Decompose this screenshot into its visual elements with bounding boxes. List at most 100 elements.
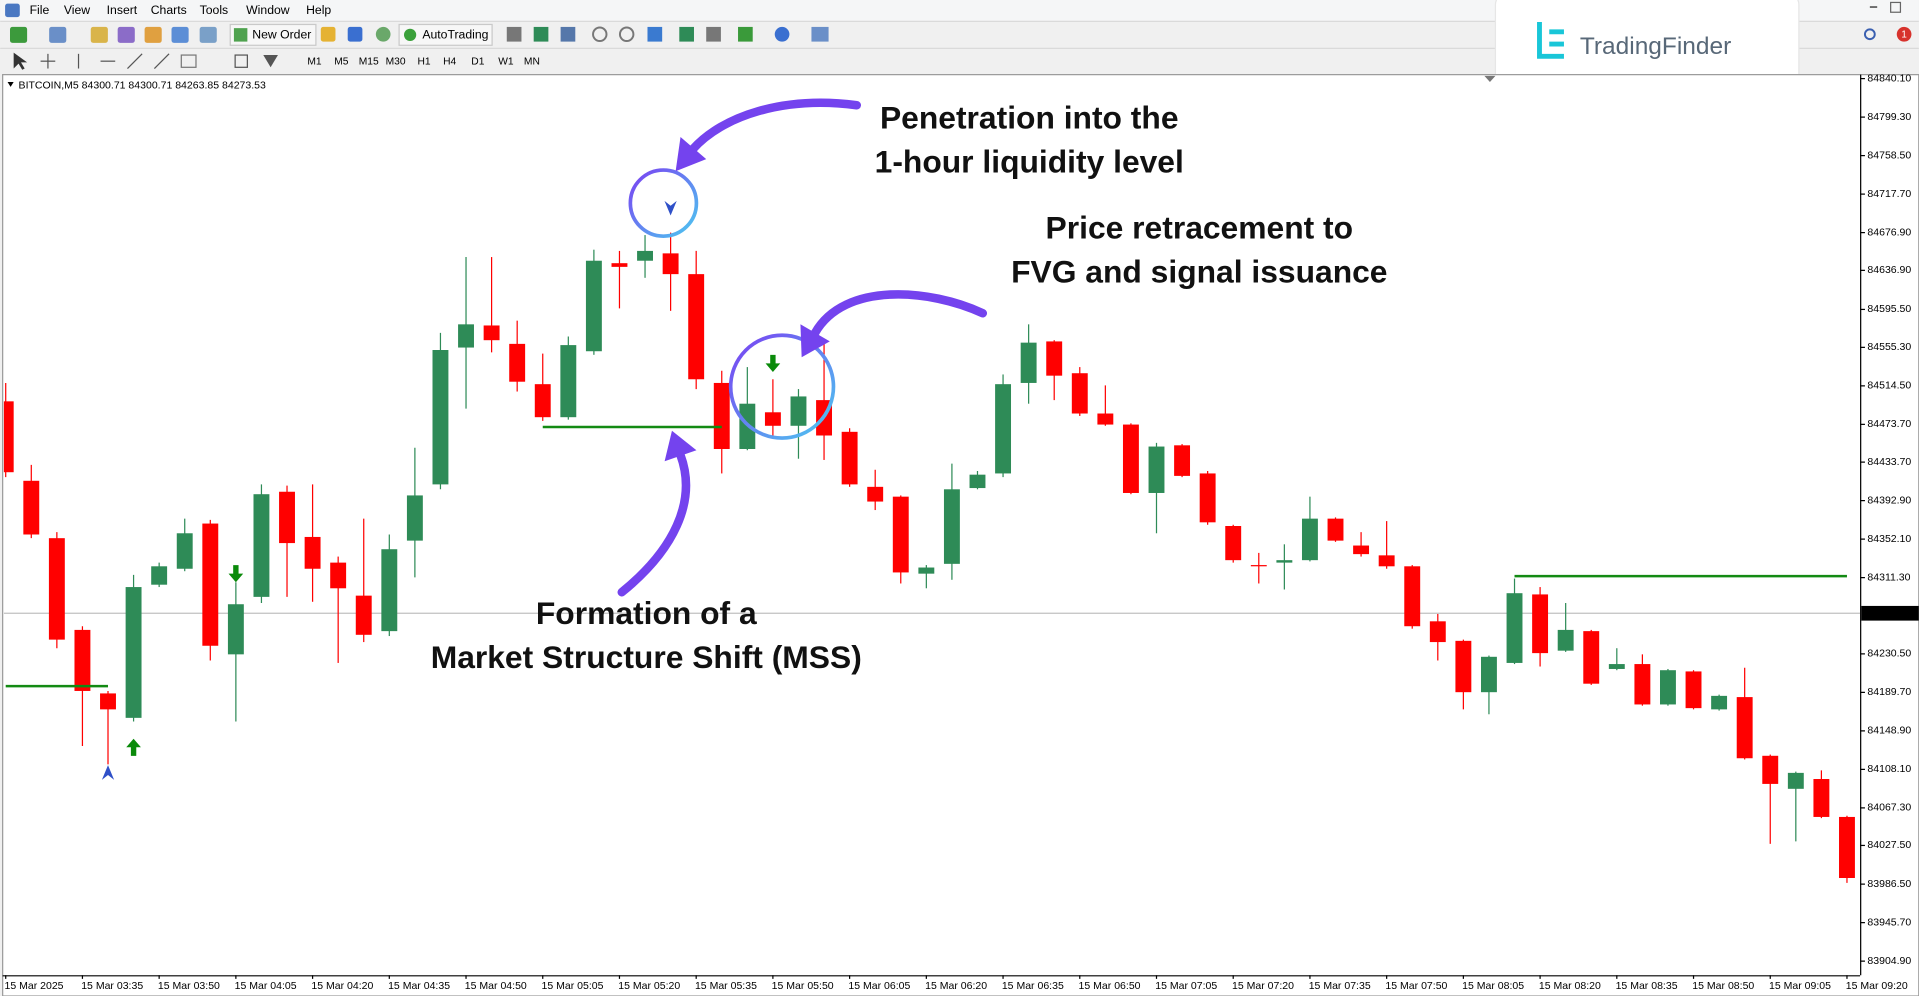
tile-button[interactable] — [647, 26, 663, 42]
candle-body — [534, 384, 551, 418]
candle-body — [432, 350, 449, 485]
candle-body — [1327, 518, 1344, 541]
data-window-button[interactable] — [117, 26, 135, 43]
menu-item[interactable]: Help — [306, 3, 331, 17]
timeframe-button[interactable]: M1 — [307, 57, 322, 68]
menu-item[interactable]: Window — [246, 3, 290, 17]
candle-body — [1762, 755, 1779, 784]
logo-icon — [1537, 22, 1564, 59]
line-chart-button[interactable] — [560, 26, 576, 42]
candle-body — [1480, 656, 1497, 693]
candle-body — [304, 536, 321, 569]
y-tick-label: 84799.30 — [1867, 111, 1911, 123]
x-tick-label: 15 Mar 09:05 — [1769, 980, 1831, 992]
candle-body — [1608, 664, 1625, 669]
templates-button[interactable] — [811, 26, 829, 42]
candle-body — [1071, 373, 1088, 414]
timeframe-button[interactable]: M5 — [334, 57, 349, 68]
arrow-head — [675, 137, 707, 172]
signals-button[interactable] — [347, 26, 363, 42]
notification-badge[interactable] — [1896, 26, 1912, 42]
y-tick-label: 84148.90 — [1867, 725, 1911, 737]
timeframe-button[interactable]: W1 — [498, 57, 514, 68]
candle-body — [458, 324, 474, 348]
trendline-tool[interactable] — [127, 53, 143, 69]
x-tick-label: 15 Mar 2025 — [4, 980, 63, 992]
candle-body — [1660, 670, 1676, 705]
autotrading-label[interactable]: AutoTrading — [422, 28, 488, 42]
fibo-tool[interactable] — [180, 54, 197, 68]
cursor-tool[interactable] — [13, 52, 28, 70]
profiles-button[interactable] — [49, 26, 67, 43]
candle-body — [406, 495, 423, 541]
x-tick-label: 15 Mar 04:35 — [388, 980, 450, 992]
metaeditor-button[interactable] — [320, 26, 336, 42]
new-order-button[interactable] — [229, 23, 317, 46]
candle-body — [151, 566, 168, 585]
periods-button[interactable] — [774, 26, 790, 42]
autotrading-button[interactable] — [398, 23, 493, 46]
new-order-label[interactable]: New Order — [252, 28, 311, 42]
label-tool[interactable] — [234, 54, 248, 68]
candle-body — [1199, 473, 1216, 523]
timeframe-button[interactable]: M15 — [359, 57, 379, 68]
y-tick-label: 84555.30 — [1867, 341, 1911, 353]
x-tick-label: 15 Mar 09:20 — [1846, 980, 1908, 992]
candle-button[interactable] — [533, 26, 549, 42]
annotation-text: 1-hour liquidity level — [875, 143, 1184, 179]
timeframe-button[interactable]: M30 — [386, 57, 406, 68]
candle-body — [688, 274, 705, 380]
shift-button[interactable] — [706, 26, 721, 42]
autoscroll-button[interactable] — [679, 26, 694, 42]
candle-body — [1557, 629, 1574, 651]
zoom-in-button[interactable] — [592, 26, 608, 42]
search-button[interactable] — [1863, 28, 1876, 41]
arrow-head — [664, 430, 697, 462]
candle-body — [1276, 560, 1293, 563]
menu-item[interactable]: File — [30, 3, 50, 17]
y-tick-label: 83945.70 — [1867, 916, 1911, 928]
x-tick-label: 15 Mar 08:05 — [1462, 980, 1524, 992]
x-tick-label: 15 Mar 05:20 — [618, 980, 680, 992]
channel-tool[interactable] — [153, 53, 170, 69]
menu-item[interactable]: View — [64, 3, 90, 17]
minimize-button[interactable] — [1869, 6, 1878, 8]
candle-body — [355, 595, 372, 635]
market-watch-button[interactable] — [90, 26, 108, 43]
y-tick-label: 84514.50 — [1867, 380, 1911, 392]
menu-item[interactable]: Charts — [151, 3, 187, 17]
menu-item[interactable]: Tools — [200, 3, 229, 17]
bid-label: 84273.53 — [1866, 608, 1910, 620]
menu-item[interactable]: Insert — [107, 3, 138, 17]
navigator-button[interactable] — [144, 26, 162, 43]
x-tick-label: 15 Mar 04:20 — [311, 980, 373, 992]
y-tick-label: 84717.70 — [1867, 188, 1911, 200]
timeframe-button[interactable]: H1 — [417, 57, 430, 68]
tester-button[interactable] — [199, 26, 217, 43]
y-tick-label: 84108.10 — [1867, 763, 1911, 775]
new-chart-button[interactable] — [9, 26, 28, 43]
annotation-arrow — [688, 98, 862, 154]
indicators-button[interactable] — [738, 26, 753, 42]
bar-chart-button[interactable] — [506, 26, 522, 42]
timeframe-button[interactable]: MN — [524, 57, 540, 68]
candle-body — [560, 345, 577, 418]
candle-body — [892, 496, 909, 573]
candle-body — [1532, 594, 1549, 654]
candle-body — [1429, 621, 1446, 643]
timeframe-button[interactable]: H4 — [443, 57, 456, 68]
x-tick-label: 15 Mar 05:50 — [772, 980, 834, 992]
candle-body — [23, 480, 40, 535]
candle-body — [1813, 779, 1830, 817]
autotrading-icon — [403, 28, 417, 41]
zoom-out-button[interactable] — [618, 26, 635, 42]
terminal-button[interactable] — [171, 26, 189, 43]
timeframe-button[interactable]: D1 — [471, 57, 484, 68]
candle-body — [1122, 424, 1139, 493]
x-tick-label: 15 Mar 08:20 — [1539, 980, 1601, 992]
candle-body — [969, 474, 986, 489]
maximize-button[interactable] — [1890, 1, 1902, 13]
shapes-tool[interactable] — [263, 55, 278, 68]
market-button[interactable] — [375, 26, 391, 42]
